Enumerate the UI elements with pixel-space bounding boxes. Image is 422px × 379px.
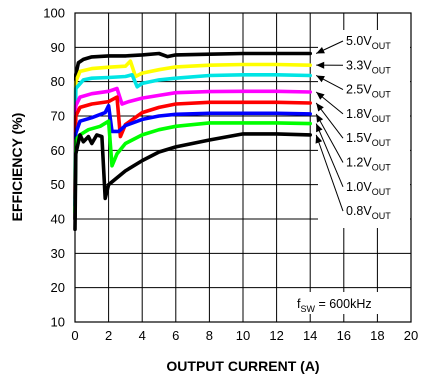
series-line (73, 51, 313, 221)
series-label-main: 1.5V (346, 131, 372, 145)
series-label-subscript: OUT (372, 163, 392, 173)
series-line (73, 103, 313, 208)
series-label-main: 3.3V (346, 58, 372, 72)
series-label: 1.8VOUT (346, 107, 391, 124)
leader-line (315, 123, 344, 187)
y-tick-label: 60 (51, 143, 65, 158)
series-label-main: 0.8V (346, 204, 372, 218)
leader-arrowhead (316, 75, 325, 83)
leader-line (315, 113, 344, 163)
series-label-subscript: OUT (372, 138, 392, 148)
series-label-main: 1.0V (346, 180, 372, 194)
series-label-subscript: OUT (372, 65, 392, 75)
x-tick-label: 2 (105, 328, 112, 343)
series-label-subscript: OUT (372, 187, 392, 197)
x-tick-label: 20 (404, 328, 418, 343)
x-tick-label: 6 (172, 328, 179, 343)
y-tick-label: 40 (51, 212, 65, 227)
leader-arrowhead (316, 123, 323, 133)
leader-arrowhead (316, 91, 325, 100)
series-label: 5.0VOUT (346, 34, 391, 51)
series-label-main: 5.0V (346, 34, 372, 48)
series-line (73, 132, 313, 232)
series-labels: 5.0VOUT3.3VOUT2.5VOUT1.8VOUT1.5VOUT1.2VO… (315, 30, 410, 228)
series-label: 2.5VOUT (346, 83, 391, 100)
annotation-box (292, 292, 392, 314)
series-label-subscript: OUT (372, 114, 392, 124)
y-tick-label: 30 (51, 246, 65, 261)
series-label-subscript: OUT (372, 90, 392, 100)
leader-arrowhead (316, 61, 325, 69)
y-tick-label: 50 (51, 177, 65, 192)
series-group (73, 51, 313, 232)
tick-labels: 0 2 4 6 8 10 12 14 16 18 20 10 20 30 40 50 60 70 80 90 100 (43, 6, 418, 344)
leader-arrowhead (316, 46, 325, 54)
x-tick-label: 8 (206, 328, 213, 343)
series-label-subscript: OUT (372, 41, 392, 51)
annotation-suffix: = 600kHz (315, 297, 372, 311)
series-line (73, 73, 313, 187)
series-label: 1.2VOUT (346, 156, 391, 173)
series-label: 1.0VOUT (346, 180, 391, 197)
leader-arrowhead (316, 113, 324, 123)
x-axis-title: OUTPUT CURRENT (A) (166, 358, 319, 374)
annotation-prefix: f (297, 297, 301, 311)
series-label: 1.5VOUT (346, 131, 391, 148)
series-label-main: 2.5V (346, 83, 372, 97)
y-tick-label: 20 (51, 280, 65, 295)
y-tick-label: 90 (51, 40, 65, 55)
x-tick-label: 0 (71, 328, 78, 343)
series-label-main: 1.2V (346, 156, 372, 170)
x-tick-label: 12 (269, 328, 283, 343)
leader-arrowhead (315, 134, 323, 144)
series-line (73, 59, 313, 194)
leader-arrowhead (316, 102, 324, 112)
y-tick-label: 70 (51, 109, 65, 124)
series-line (73, 119, 313, 214)
plot-frame (74, 12, 412, 323)
x-tick-label: 14 (303, 328, 317, 343)
leader-line (315, 134, 344, 212)
annotation-subscript: SW (300, 304, 315, 314)
label-backdrop (318, 30, 410, 228)
y-tick-label: 80 (51, 74, 65, 89)
x-tick-label: 10 (236, 328, 250, 343)
series-label: 3.3VOUT (346, 58, 391, 75)
x-tick-label: 18 (370, 328, 384, 343)
x-tick-label: 16 (337, 328, 351, 343)
series-line (73, 86, 313, 194)
y-axis-title: EFFICIENCY (%) (9, 113, 25, 222)
series-label-subscript: OUT (372, 211, 392, 221)
y-tick-label: 10 (51, 315, 65, 330)
series-label-main: 1.8V (346, 107, 372, 121)
y-tick-label: 100 (43, 6, 65, 21)
series-label: 0.8VOUT (346, 204, 391, 221)
switching-frequency-annotation: fSW = 600kHz (297, 297, 372, 314)
x-tick-label: 4 (139, 328, 146, 343)
